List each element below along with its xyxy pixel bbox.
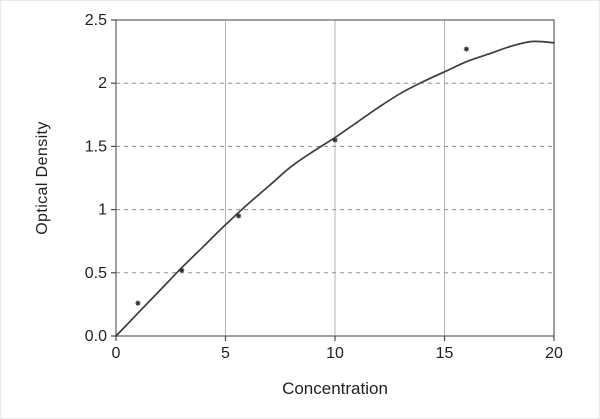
- data-point-marker: [463, 46, 469, 52]
- y-tick-label: 0.5: [85, 265, 107, 282]
- x-tick-label: 10: [326, 345, 344, 362]
- y-tick-label: 2: [98, 75, 107, 92]
- y-tick-label: 1: [98, 202, 107, 219]
- data-point-marker: [135, 300, 141, 306]
- data-point-marker: [236, 213, 242, 219]
- y-tick-label: 0.0: [85, 328, 107, 345]
- x-axis-title: Concentration: [282, 379, 388, 398]
- data-point-marker: [179, 267, 185, 273]
- y-tick-label: 2.5: [85, 12, 107, 29]
- x-tick-label: 0: [112, 345, 121, 362]
- x-tick-label: 20: [545, 345, 563, 362]
- y-axis-title: Optical Density: [34, 121, 51, 235]
- y-tick-label: 1.5: [85, 138, 107, 155]
- x-tick-label: 5: [221, 345, 230, 362]
- x-tick-label: 15: [436, 345, 454, 362]
- data-point-marker: [332, 137, 338, 143]
